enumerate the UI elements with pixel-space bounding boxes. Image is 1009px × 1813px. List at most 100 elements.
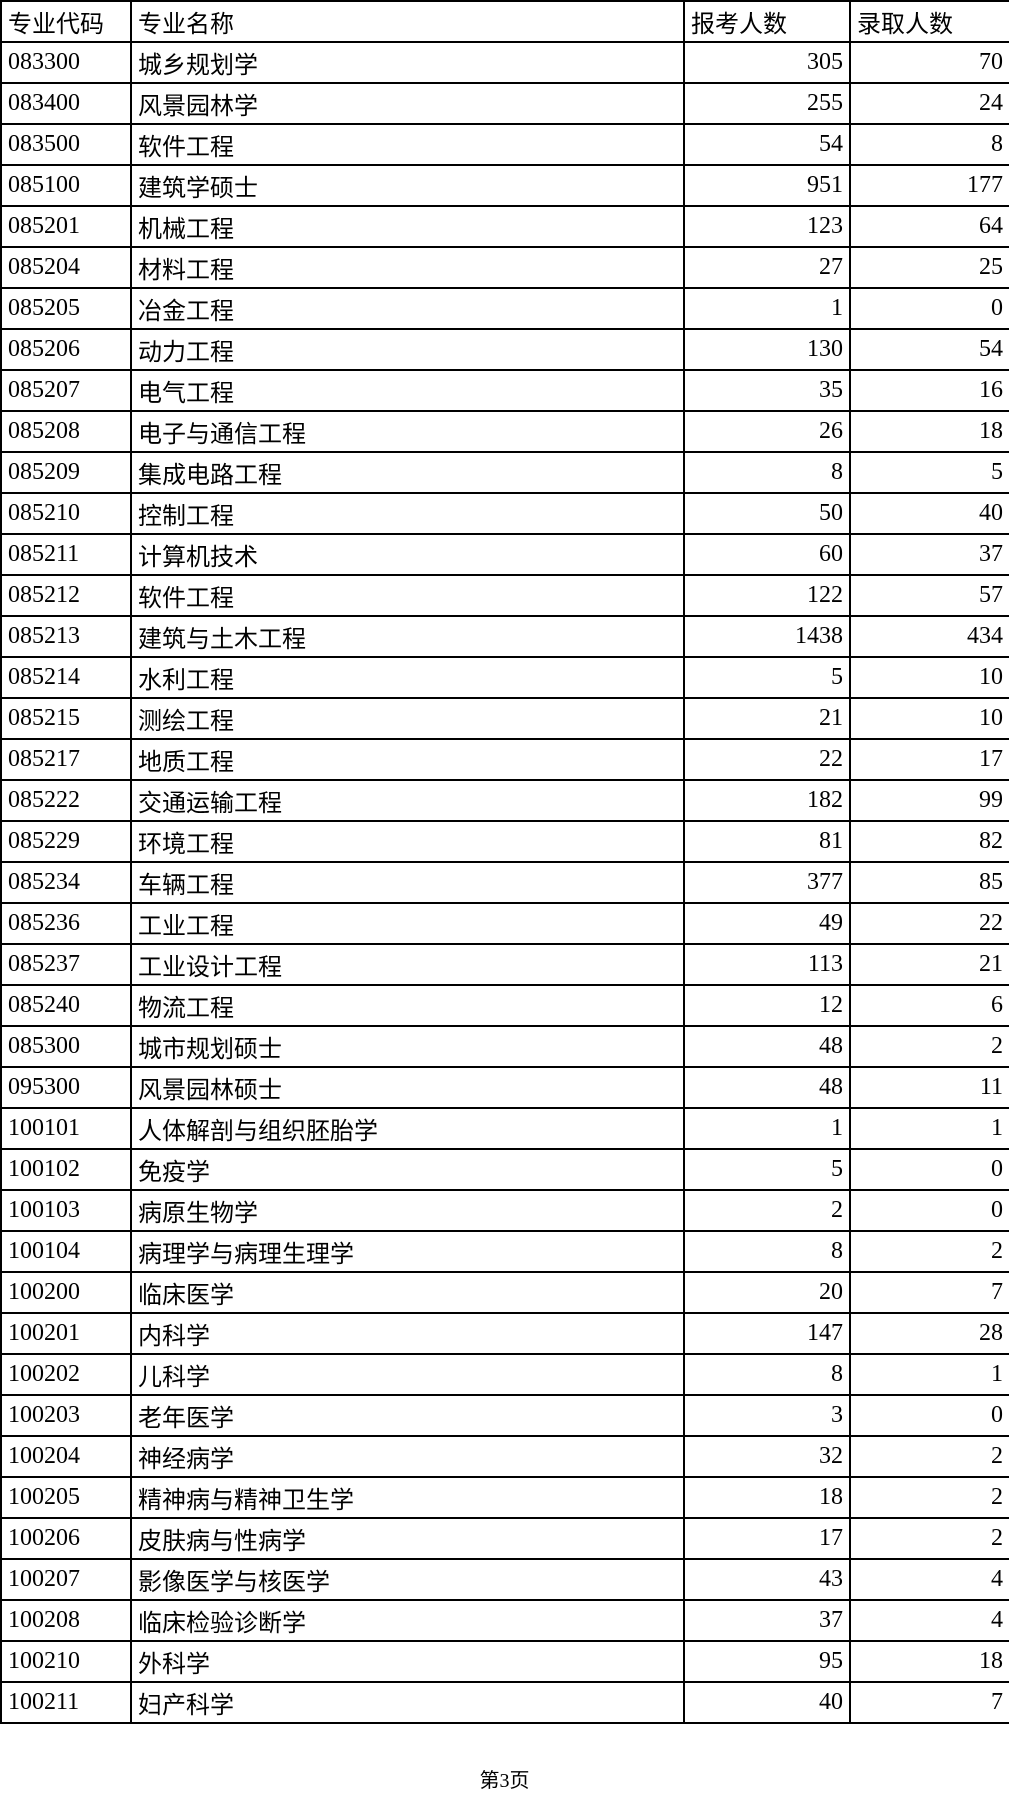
- cell-admitted: 2: [850, 1477, 1009, 1518]
- cell-name: 神经病学: [131, 1436, 684, 1477]
- cell-code: 083400: [1, 83, 131, 124]
- cell-code: 085217: [1, 739, 131, 780]
- cell-applicants: 22: [684, 739, 850, 780]
- cell-name: 软件工程: [131, 575, 684, 616]
- cell-code: 100102: [1, 1149, 131, 1190]
- cell-applicants: 147: [684, 1313, 850, 1354]
- cell-name: 集成电路工程: [131, 452, 684, 493]
- cell-admitted: 54: [850, 329, 1009, 370]
- cell-name: 环境工程: [131, 821, 684, 862]
- cell-code: 085213: [1, 616, 131, 657]
- cell-name: 城市规划硕士: [131, 1026, 684, 1067]
- cell-code: 100101: [1, 1108, 131, 1149]
- cell-admitted: 40: [850, 493, 1009, 534]
- cell-code: 085207: [1, 370, 131, 411]
- cell-name: 动力工程: [131, 329, 684, 370]
- cell-name: 交通运输工程: [131, 780, 684, 821]
- table-row: 085236工业工程4922: [1, 903, 1009, 944]
- cell-applicants: 26: [684, 411, 850, 452]
- cell-code: 085209: [1, 452, 131, 493]
- table-row: 085211计算机技术6037: [1, 534, 1009, 575]
- cell-code: 083500: [1, 124, 131, 165]
- cell-code: 085210: [1, 493, 131, 534]
- cell-name: 材料工程: [131, 247, 684, 288]
- cell-admitted: 10: [850, 698, 1009, 739]
- cell-applicants: 50: [684, 493, 850, 534]
- cell-admitted: 7: [850, 1682, 1009, 1723]
- table-row: 100202儿科学81: [1, 1354, 1009, 1395]
- cell-applicants: 1438: [684, 616, 850, 657]
- cell-admitted: 18: [850, 1641, 1009, 1682]
- cell-admitted: 0: [850, 1190, 1009, 1231]
- table-row: 085213建筑与土木工程1438434: [1, 616, 1009, 657]
- table-row: 085300城市规划硕士482: [1, 1026, 1009, 1067]
- cell-name: 临床检验诊断学: [131, 1600, 684, 1641]
- cell-admitted: 17: [850, 739, 1009, 780]
- cell-applicants: 1: [684, 1108, 850, 1149]
- cell-name: 影像医学与核医学: [131, 1559, 684, 1600]
- table-row: 085210控制工程5040: [1, 493, 1009, 534]
- cell-name: 测绘工程: [131, 698, 684, 739]
- table-row: 085229环境工程8182: [1, 821, 1009, 862]
- table-row: 100101人体解剖与组织胚胎学11: [1, 1108, 1009, 1149]
- cell-applicants: 60: [684, 534, 850, 575]
- cell-code: 085234: [1, 862, 131, 903]
- cell-admitted: 2: [850, 1518, 1009, 1559]
- table-row: 100102免疫学50: [1, 1149, 1009, 1190]
- cell-code: 085100: [1, 165, 131, 206]
- cell-name: 风景园林硕士: [131, 1067, 684, 1108]
- cell-applicants: 123: [684, 206, 850, 247]
- cell-applicants: 18: [684, 1477, 850, 1518]
- cell-code: 100210: [1, 1641, 131, 1682]
- cell-applicants: 32: [684, 1436, 850, 1477]
- table-header-row: 专业代码专业名称报考人数录取人数: [1, 1, 1009, 42]
- column-header-admitted: 录取人数: [850, 1, 1009, 42]
- cell-code: 100103: [1, 1190, 131, 1231]
- cell-code: 100205: [1, 1477, 131, 1518]
- cell-code: 100207: [1, 1559, 131, 1600]
- table-row: 085207电气工程3516: [1, 370, 1009, 411]
- cell-code: 085211: [1, 534, 131, 575]
- cell-code: 100202: [1, 1354, 131, 1395]
- cell-name: 城乡规划学: [131, 42, 684, 83]
- table-row: 085205冶金工程10: [1, 288, 1009, 329]
- admissions-table-container: 专业代码专业名称报考人数录取人数 083300城乡规划学30570083400风…: [0, 0, 1009, 1724]
- page-footer: 第3页: [0, 1764, 1009, 1813]
- table-row: 085204材料工程2725: [1, 247, 1009, 288]
- cell-applicants: 3: [684, 1395, 850, 1436]
- cell-code: 085208: [1, 411, 131, 452]
- cell-code: 100201: [1, 1313, 131, 1354]
- cell-admitted: 25: [850, 247, 1009, 288]
- cell-admitted: 85: [850, 862, 1009, 903]
- table-row: 100210外科学9518: [1, 1641, 1009, 1682]
- cell-admitted: 10: [850, 657, 1009, 698]
- cell-applicants: 48: [684, 1026, 850, 1067]
- table-row: 085234车辆工程37785: [1, 862, 1009, 903]
- cell-admitted: 37: [850, 534, 1009, 575]
- cell-name: 人体解剖与组织胚胎学: [131, 1108, 684, 1149]
- cell-applicants: 12: [684, 985, 850, 1026]
- cell-applicants: 8: [684, 1354, 850, 1395]
- cell-applicants: 8: [684, 452, 850, 493]
- cell-code: 100206: [1, 1518, 131, 1559]
- table-body: 083300城乡规划学30570083400风景园林学25524083500软件…: [1, 42, 1009, 1723]
- table-row: 100205精神病与精神卫生学182: [1, 1477, 1009, 1518]
- cell-code: 085205: [1, 288, 131, 329]
- cell-name: 皮肤病与性病学: [131, 1518, 684, 1559]
- table-row: 085240物流工程126: [1, 985, 1009, 1026]
- cell-applicants: 27: [684, 247, 850, 288]
- cell-code: 085240: [1, 985, 131, 1026]
- cell-admitted: 1: [850, 1354, 1009, 1395]
- cell-name: 控制工程: [131, 493, 684, 534]
- cell-admitted: 24: [850, 83, 1009, 124]
- cell-name: 电气工程: [131, 370, 684, 411]
- cell-applicants: 951: [684, 165, 850, 206]
- cell-name: 水利工程: [131, 657, 684, 698]
- cell-applicants: 113: [684, 944, 850, 985]
- cell-admitted: 2: [850, 1026, 1009, 1067]
- cell-applicants: 48: [684, 1067, 850, 1108]
- cell-code: 100211: [1, 1682, 131, 1723]
- table-row: 100211妇产科学407: [1, 1682, 1009, 1723]
- cell-applicants: 35: [684, 370, 850, 411]
- table-row: 085222交通运输工程18299: [1, 780, 1009, 821]
